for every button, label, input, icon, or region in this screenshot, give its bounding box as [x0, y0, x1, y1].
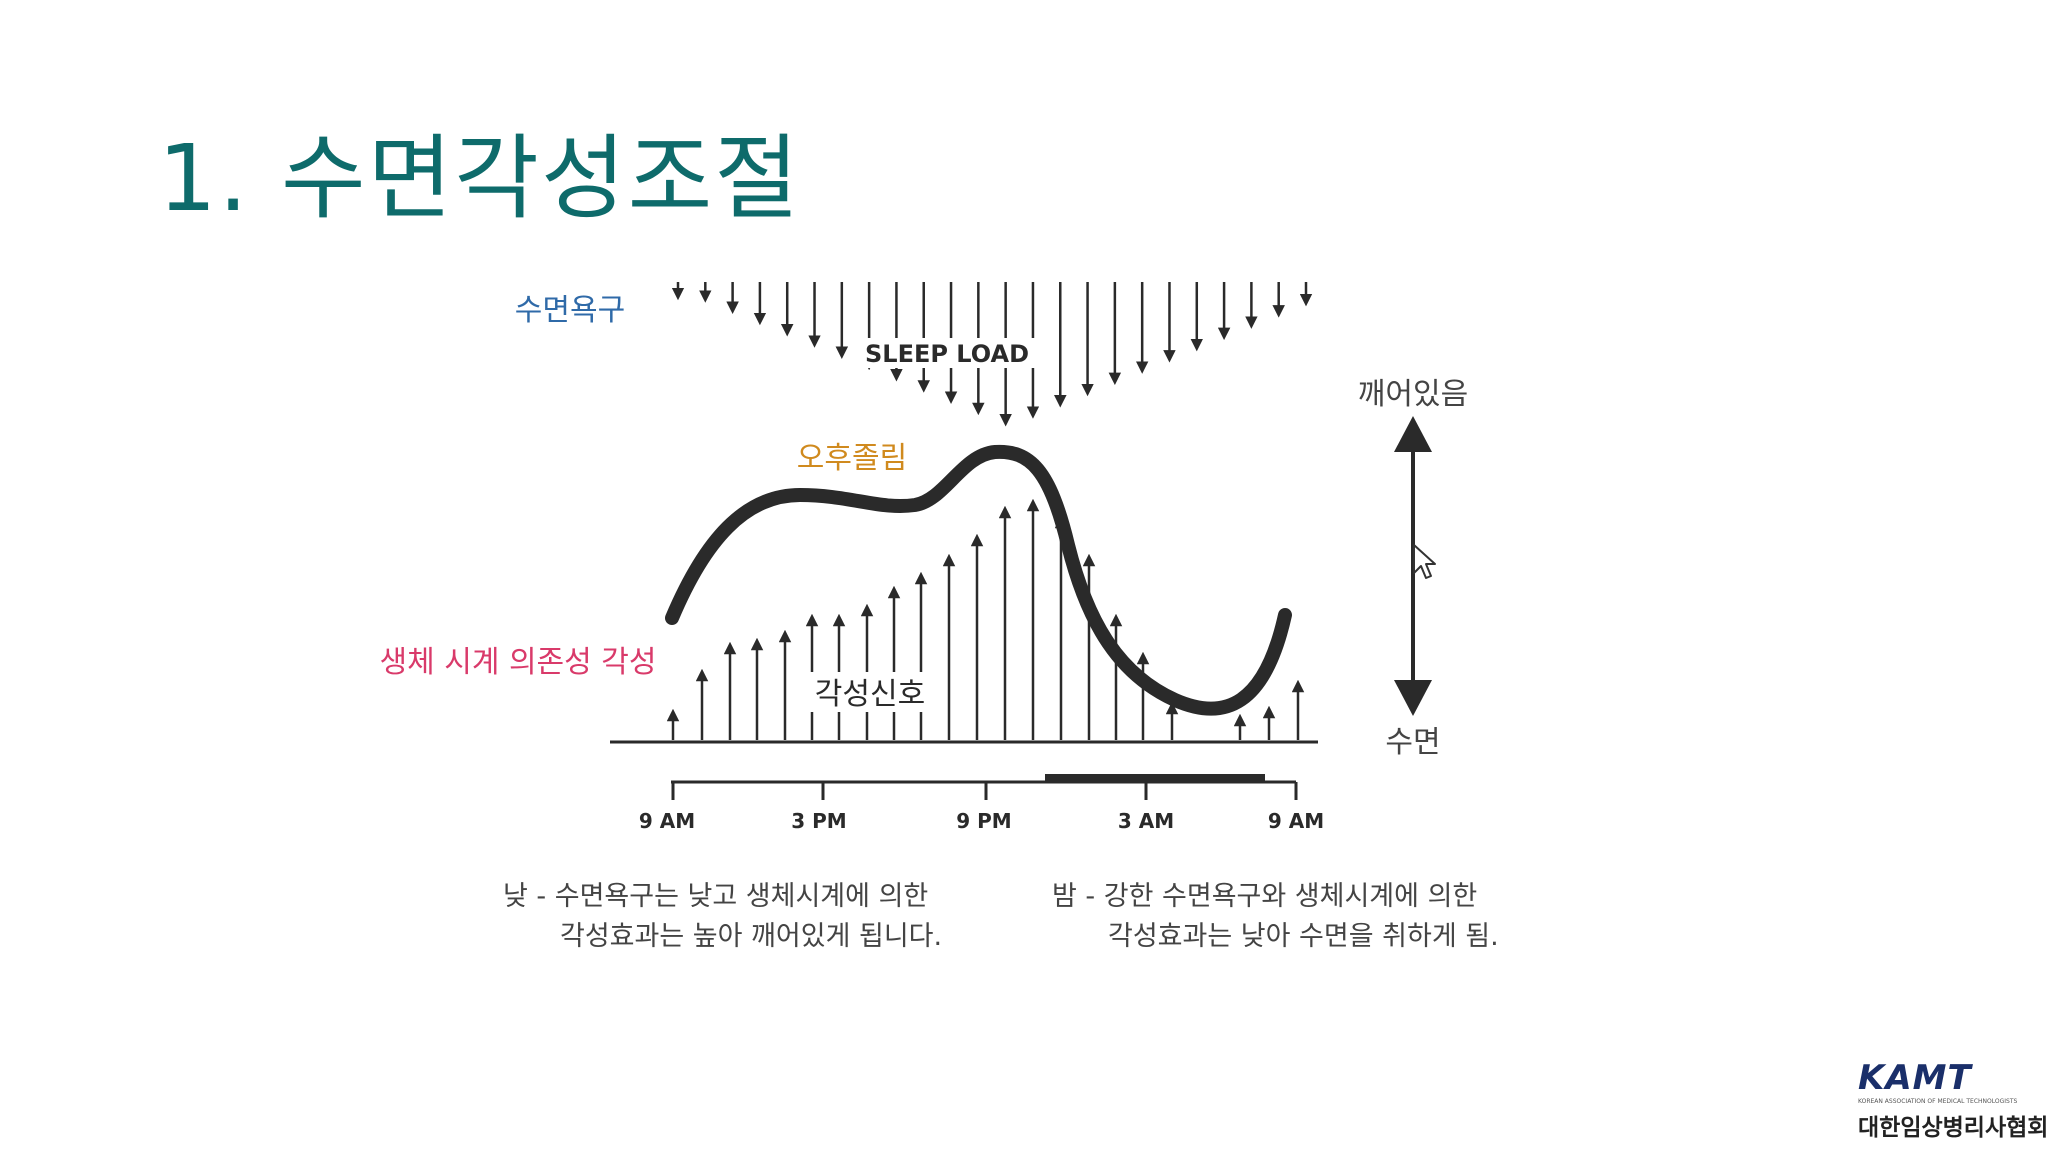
logo-mark-text: KAMT	[1858, 1058, 1972, 1098]
logo-name: 대한임상병리사협회	[1858, 1115, 2048, 1141]
circadian-alerting-label: 생체 시계 의존성 각성	[379, 645, 656, 680]
tick-label: 9 PM	[956, 809, 1011, 833]
sleep-drive-label: 수면욕구	[515, 293, 625, 328]
association-logo: KAMT KOREAN ASSOCIATION OF MEDICAL TECHN…	[1858, 1058, 2048, 1152]
sleep-load-label: SLEEP LOAD	[865, 340, 1029, 368]
sleep-arrowhead-icon	[1394, 680, 1432, 716]
arousal-curve	[665, 444, 1292, 716]
caption-day-line1: 낮 - 수면욕구는 낮고 생체시계에 의한	[503, 881, 928, 912]
slide-title: 1. 수면각성조절	[158, 125, 801, 232]
caption-night-line1: 밤 - 강한 수면욕구와 생체시계에 의한	[1052, 881, 1477, 912]
awake-label: 깨어있음	[1358, 377, 1468, 412]
caption-day-line2: 각성효과는 높아 깨어있게 됩니다.	[560, 921, 942, 952]
tick-label: 3 PM	[791, 809, 846, 833]
afternoon-dip-label: 오후졸림	[797, 441, 907, 476]
sleep-state-label: 수면	[1385, 725, 1440, 760]
tick-label: 9 AM	[639, 809, 695, 833]
tick-label: 9 AM	[1268, 809, 1324, 833]
logo-subtitle: KOREAN ASSOCIATION OF MEDICAL TECHNOLOGI…	[1858, 1098, 2018, 1105]
tick-label: 3 AM	[1118, 809, 1174, 833]
mouse-cursor-icon	[1413, 544, 1436, 579]
caption-night-line2: 각성효과는 낮아 수면을 취하게 됨.	[1108, 921, 1499, 952]
alerting-signal-label: 각성신호	[815, 677, 925, 712]
night-period-bar	[1045, 774, 1265, 783]
awake-arrowhead-icon	[1394, 416, 1432, 452]
time-ticks	[671, 782, 1298, 800]
logo-mark: KAMT	[1858, 1058, 2048, 1098]
